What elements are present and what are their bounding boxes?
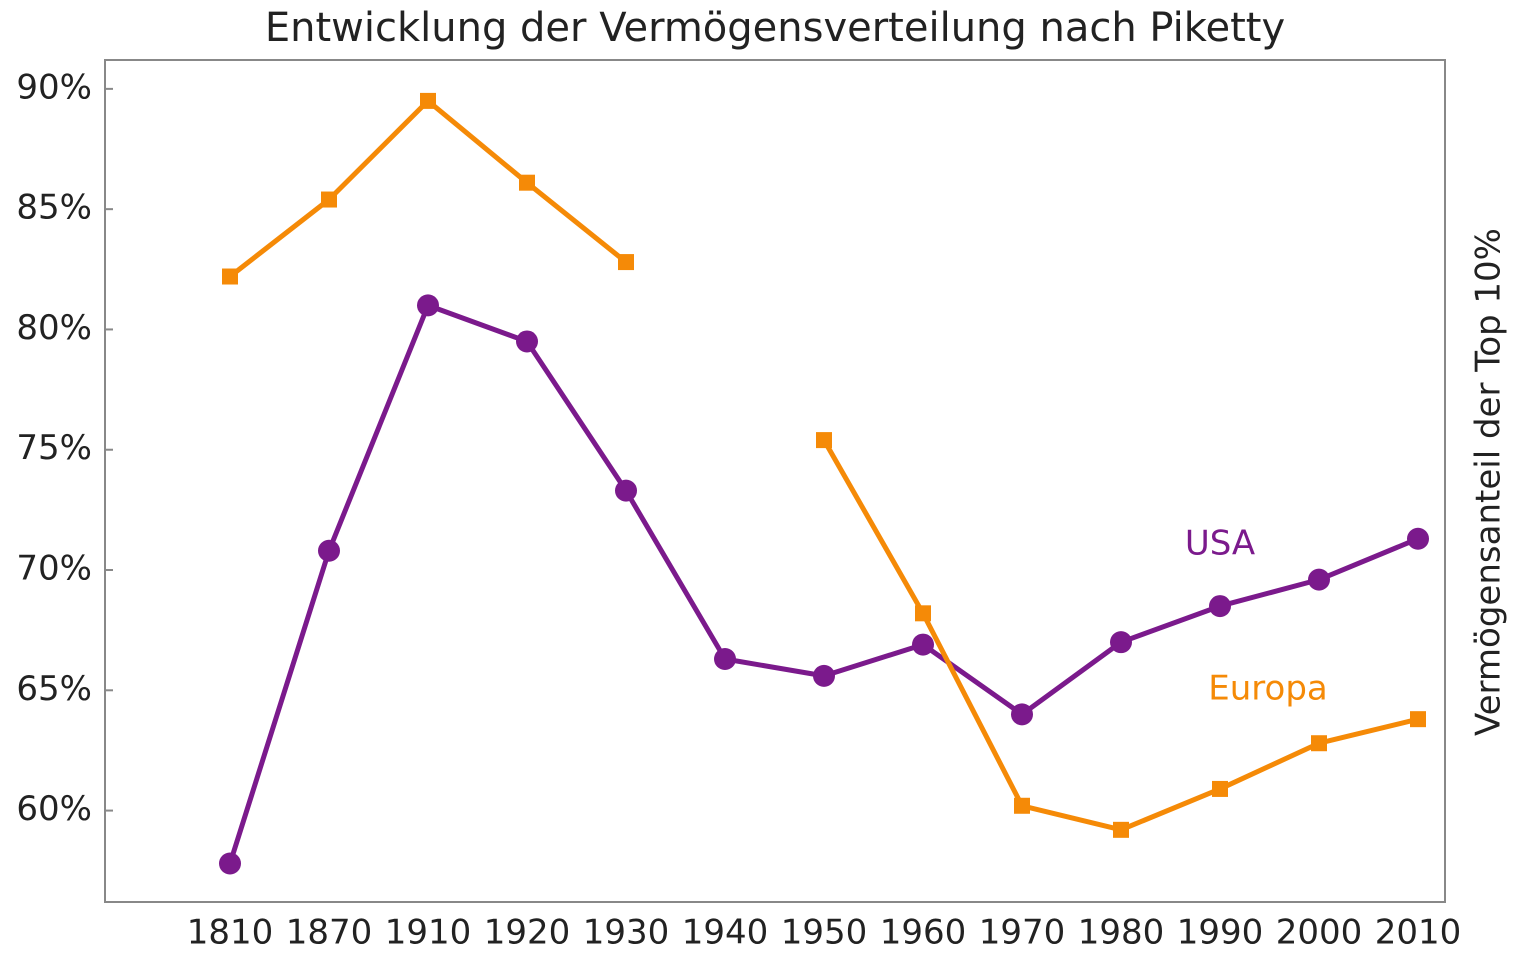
point [519,174,535,191]
point [615,479,637,502]
y-tick-label: 90% [16,67,92,107]
point [1110,631,1132,654]
x-tick-label: 1810 [187,913,274,953]
x-tick-label: 1970 [979,913,1066,953]
point [1407,527,1429,550]
series-label: USA [1185,524,1255,564]
point [417,294,439,317]
x-tick-label: 1870 [286,913,373,953]
point [714,648,736,671]
y-axis-label: Vermögensanteil der Top 10% [1469,228,1509,736]
x-tick-label: 1990 [1177,913,1264,953]
x-tick-label: 2010 [1375,913,1462,953]
x-tick-label: 1950 [781,913,868,953]
x-tick-label: 2000 [1276,913,1363,953]
x-tick-label: 1930 [583,913,670,953]
x-tick-label: 1980 [1078,913,1165,953]
point [219,852,241,875]
point [420,92,436,109]
point [915,605,931,622]
point [318,539,340,562]
x-tick-label: 1920 [484,913,571,953]
point [1209,595,1231,618]
series-label: Europa [1208,669,1327,709]
point [1212,780,1228,797]
y-tick-label: 60% [16,789,92,829]
point [618,254,634,271]
point [1311,735,1327,752]
point [1113,821,1129,838]
point [912,633,934,656]
point [813,664,835,687]
chart-title: Entwicklung der Vermögensverteilung nach… [265,5,1285,51]
plot-frame [104,59,1446,903]
y-tick-label: 85% [16,188,92,228]
point [1308,568,1330,591]
point [516,330,538,353]
point [816,432,832,449]
point [1410,711,1426,728]
point [1014,797,1030,814]
point [321,191,337,208]
series-line [228,98,1419,833]
x-tick-label: 1910 [385,913,472,953]
y-tick-label: 80% [16,308,92,348]
y-tick-label: 75% [16,428,92,468]
y-tick-label: 65% [16,669,92,709]
point [1011,703,1033,726]
y-tick-label: 70% [16,549,92,589]
x-tick-label: 1960 [880,913,967,953]
point [222,268,238,285]
x-tick-label: 1940 [682,913,769,953]
